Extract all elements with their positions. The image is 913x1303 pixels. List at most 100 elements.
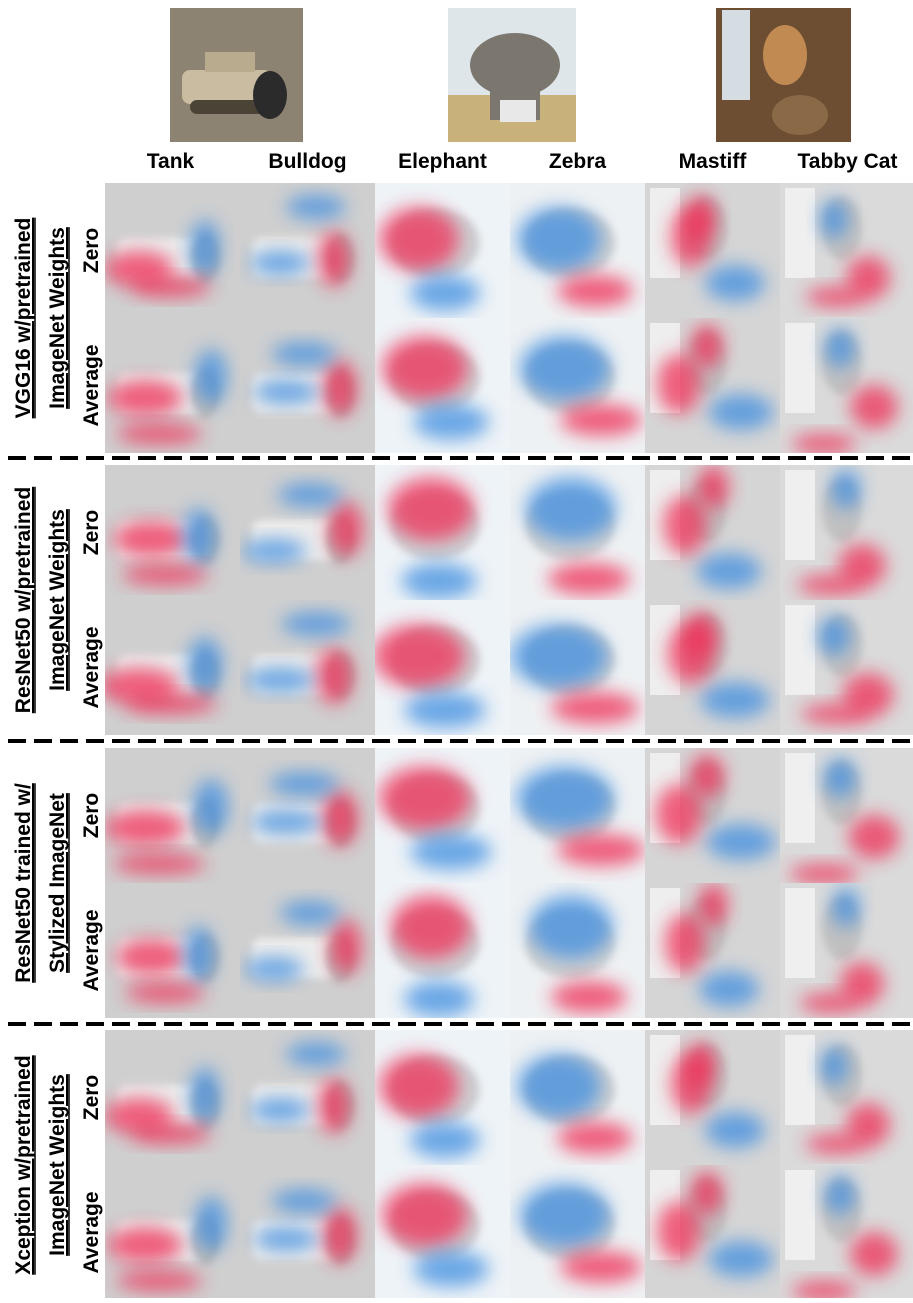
heat-blob (413, 1251, 489, 1287)
heatmap-cell (105, 1165, 240, 1300)
heat-blob (655, 784, 703, 844)
heat-blob (708, 1241, 774, 1277)
heatmap-cell (105, 883, 240, 1018)
heatmap-cell (780, 748, 913, 883)
column-label: Tank (147, 150, 195, 173)
heat-blob (241, 539, 307, 563)
heat-blob (708, 394, 774, 430)
heat-blob (387, 477, 475, 541)
scene (785, 188, 815, 278)
heat-blob (193, 779, 229, 835)
heat-blob (251, 810, 321, 834)
heatmap-cell (240, 465, 375, 600)
heat-blob (121, 565, 209, 585)
heat-blob (690, 1171, 724, 1215)
heatmap-cell (645, 465, 780, 600)
heat-blob (131, 1124, 211, 1144)
heat-blob (271, 1189, 337, 1213)
heat-blob (671, 1054, 711, 1114)
row-label: Zero (80, 1075, 103, 1121)
heat-blob (806, 1134, 866, 1154)
column-label: Zebra (549, 150, 607, 173)
heat-blob (820, 1046, 848, 1086)
heat-blob (517, 207, 601, 271)
heatmap-cell (510, 883, 645, 1018)
heat-blob (413, 404, 489, 440)
heatmap-cell (645, 183, 780, 318)
group-label: VGG16 w/pretrained (12, 218, 35, 419)
heat-blob (269, 772, 339, 796)
column-label: Bulldog (268, 150, 346, 173)
group-label: Stylized ImageNet (46, 793, 69, 973)
heat-blob (551, 981, 627, 1013)
heat-blob (556, 834, 645, 866)
heatmap-cell (510, 748, 645, 883)
heat-blob (328, 501, 364, 557)
heat-blob (381, 1183, 469, 1247)
heat-blob (410, 1122, 480, 1158)
heat-blob (840, 962, 884, 1006)
heatmap-cell (645, 1030, 780, 1165)
heat-blob (321, 790, 359, 846)
heat-blob (525, 477, 617, 541)
heat-blob (850, 385, 898, 429)
thumb-mastiff (716, 8, 851, 142)
heat-blob (850, 1232, 898, 1276)
group-label: Xception w/pretrained (12, 1055, 35, 1274)
heat-blob (404, 981, 474, 1017)
heat-blob (253, 1227, 319, 1251)
heatmap-cell (780, 1165, 913, 1300)
heat-blob (665, 913, 705, 973)
heatmap-cell (375, 1165, 510, 1300)
heat-blob (107, 1227, 183, 1263)
heat-blob (190, 1067, 220, 1123)
heat-blob (105, 810, 186, 846)
row-label: Zero (80, 228, 103, 274)
scene (785, 470, 815, 560)
heat-blob (379, 207, 459, 271)
heat-blob (657, 354, 701, 414)
heat-blob (700, 682, 770, 718)
heatmap-cell (645, 600, 780, 735)
heatmap-cell (780, 1030, 913, 1165)
heat-blob (184, 926, 214, 982)
scene (785, 1035, 815, 1125)
heat-blob (115, 424, 203, 444)
heat-blob (830, 469, 862, 509)
row-label: Zero (80, 510, 103, 556)
heat-blob (706, 824, 776, 860)
heat-blob (698, 883, 728, 927)
row-label: Average (80, 626, 103, 708)
heat-blob (823, 758, 857, 798)
heat-blob (559, 404, 643, 436)
heat-blob (663, 495, 707, 555)
heat-blob (547, 563, 631, 595)
heatmap-cell (645, 1165, 780, 1300)
heat-blob (846, 256, 890, 300)
group-label: ImageNet Weights (46, 227, 69, 409)
heat-blob (112, 854, 206, 874)
heatmap-cell (780, 183, 913, 318)
heat-blob (187, 637, 223, 693)
heat-blob (250, 251, 310, 275)
scene (785, 323, 815, 413)
heatmap-cell (510, 1030, 645, 1165)
heat-blob (379, 1054, 459, 1118)
heat-blob (182, 508, 216, 564)
heat-blob (529, 895, 613, 959)
heatmap-cell (375, 748, 510, 883)
heat-blob (315, 648, 353, 704)
heat-blob (286, 195, 346, 219)
heat-blob (253, 380, 319, 404)
heat-blob (401, 563, 477, 599)
heat-blob (689, 754, 725, 798)
heat-blob (280, 901, 340, 925)
group-label: ImageNet Weights (46, 509, 69, 691)
heatmap-cell (240, 1165, 375, 1300)
heatmap-cell (105, 600, 240, 735)
group-label: ImageNet Weights (46, 1074, 69, 1256)
heatmap-cell (240, 748, 375, 883)
heatmap-cell (645, 318, 780, 453)
heat-blob (820, 199, 848, 239)
